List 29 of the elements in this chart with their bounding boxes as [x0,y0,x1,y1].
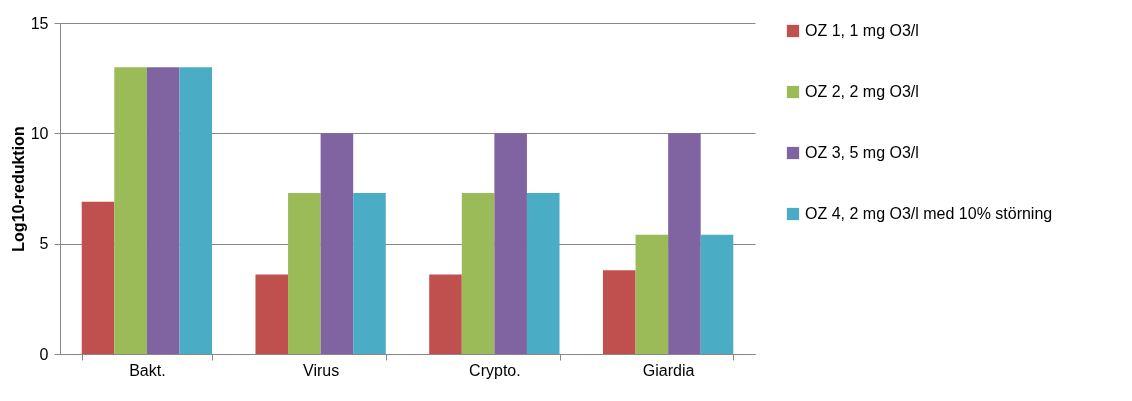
y-axis-title: Log10-reduktion [9,126,27,252]
y-tick-label: 5 [39,235,49,253]
bar [320,133,354,354]
bar [494,133,527,354]
bar [602,270,636,354]
bar [81,201,115,354]
bar [461,192,495,354]
x-tick-label: Giardia [642,361,695,379]
legend-label: OZ 4, 2 mg O3/l med 10% störning [805,205,1053,222]
y-tick-label: 15 [30,14,49,32]
bar [635,234,669,354]
legend-label: OZ 1, 1 mg O3/l [805,22,919,39]
bar [429,274,462,354]
bar [288,192,321,354]
bar [526,192,560,354]
x-tick-label: Bakt. [129,361,166,379]
bar [179,67,213,354]
legend-label: OZ 3, 5 mg O3/l [805,144,919,161]
y-tick-label: 10 [30,124,49,142]
bar [700,234,734,354]
legend-label: OZ 2, 2 mg O3/l [805,83,919,100]
bar [255,274,289,354]
x-tick-label: Crypto. [469,361,521,379]
y-tick-label: 0 [39,345,49,363]
bar [114,67,147,354]
bar [353,192,386,354]
bar [146,67,180,354]
x-tick-label: Virus [303,361,340,379]
bar [668,133,701,354]
